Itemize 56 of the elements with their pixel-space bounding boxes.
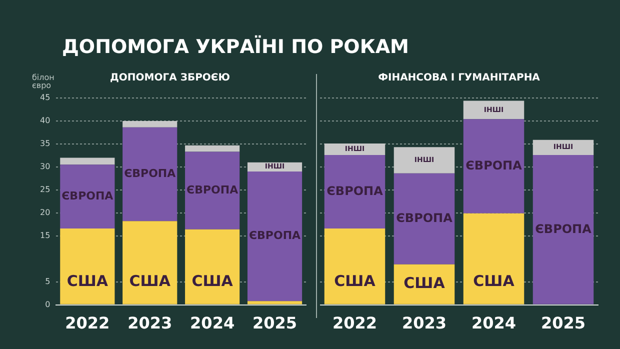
y-tick-label: 45 <box>40 93 50 102</box>
x-tick-label: 2024 <box>471 314 516 333</box>
y-tick-label: 0 <box>45 300 50 309</box>
x-tick-label: 2025 <box>540 314 586 333</box>
text: США <box>192 272 233 290</box>
x-tick-label: 2022 <box>65 314 110 333</box>
bar <box>324 154 386 229</box>
y-axis-title: білон євро <box>32 73 54 90</box>
bar <box>185 229 240 304</box>
bar <box>185 145 240 152</box>
x-tick-label: 2023 <box>402 314 447 333</box>
bar <box>463 213 524 304</box>
y-tick-label: 15 <box>40 230 50 240</box>
bar <box>463 119 524 214</box>
chart-subtitle: ФІНАНСОВА І ГУМАНІТАРНА <box>378 72 540 84</box>
bar <box>60 228 115 304</box>
y-tick-label: 5 <box>45 276 50 286</box>
text: ЄВРОПА <box>248 229 301 242</box>
chart-title: ДОПОМОГА УКРАЇНІ ПО РОКАМ <box>62 36 409 58</box>
chart-subtitle: ДОПОМОГА ЗБРОЄЮ <box>110 72 230 84</box>
text: ЄВРОПА <box>186 183 238 196</box>
bar <box>324 143 386 155</box>
series-label: США <box>473 272 515 290</box>
bar <box>324 228 386 304</box>
x-tick-label: 2023 <box>128 314 172 333</box>
bar <box>532 140 594 155</box>
bar <box>60 158 115 165</box>
bar <box>463 100 524 120</box>
bar <box>122 127 178 222</box>
bar <box>60 164 115 229</box>
bar <box>247 301 302 304</box>
text: США <box>334 272 376 290</box>
bar <box>394 147 455 174</box>
series-label: ЄВРОПА <box>326 184 384 198</box>
y-tick-label: 25 <box>40 184 50 194</box>
text: ЄВРОПА <box>466 158 522 172</box>
text: США <box>129 272 170 290</box>
bar <box>247 172 302 302</box>
text: США <box>404 274 445 292</box>
bar <box>532 154 594 304</box>
y-tick-label: 30 <box>40 162 50 172</box>
y-tick-label: 35 <box>40 139 50 148</box>
series-label: ЄВРОПА <box>62 189 114 202</box>
bar <box>122 221 178 304</box>
bar <box>185 152 240 230</box>
x-tick-label: 2025 <box>252 314 298 333</box>
y-tick-label: 40 <box>40 116 50 126</box>
x-tick-label: 2022 <box>332 314 378 333</box>
y-tick-label: 20 <box>40 208 50 217</box>
bar <box>394 173 455 264</box>
bar <box>122 120 178 128</box>
text: ЄВРОПА <box>124 167 176 180</box>
text: ЄВРОПА <box>396 210 452 225</box>
x-tick-label: 2024 <box>190 314 235 333</box>
series-label: США <box>66 272 108 290</box>
text: ЄВРОПА <box>535 222 592 236</box>
